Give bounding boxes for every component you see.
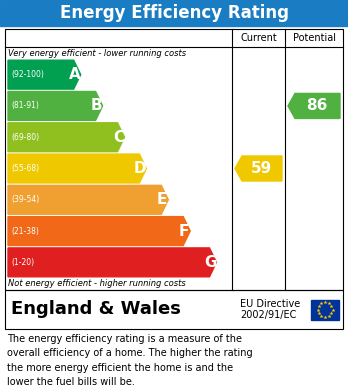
Text: B: B (91, 99, 102, 113)
Text: England & Wales: England & Wales (11, 301, 181, 319)
Text: 59: 59 (251, 161, 272, 176)
Polygon shape (8, 185, 168, 214)
Text: E: E (157, 192, 167, 207)
Text: (92-100): (92-100) (11, 70, 44, 79)
Text: (21-38): (21-38) (11, 226, 39, 235)
Bar (5, 29, 343, 290)
Text: C: C (113, 130, 124, 145)
Text: Energy Efficiency Rating: Energy Efficiency Rating (60, 4, 288, 22)
Polygon shape (288, 93, 340, 118)
Polygon shape (235, 156, 282, 181)
Bar (311, 300, 339, 319)
Text: Current: Current (240, 33, 277, 43)
Polygon shape (8, 91, 103, 120)
Text: Potential: Potential (293, 33, 335, 43)
Polygon shape (8, 60, 81, 89)
Polygon shape (8, 123, 125, 152)
Text: The energy efficiency rating is a measure of the
overall efficiency of a home. T: The energy efficiency rating is a measur… (7, 334, 253, 387)
Text: (81-91): (81-91) (11, 101, 39, 110)
Text: (1-20): (1-20) (11, 258, 34, 267)
Text: EU Directive
2002/91/EC: EU Directive 2002/91/EC (240, 299, 300, 320)
Polygon shape (8, 154, 147, 183)
Text: Very energy efficient - lower running costs: Very energy efficient - lower running co… (8, 50, 186, 59)
Bar (5, 290, 343, 329)
Text: D: D (134, 161, 147, 176)
Text: G: G (204, 255, 217, 270)
Text: 86: 86 (306, 99, 328, 113)
Text: (69-80): (69-80) (11, 133, 39, 142)
Text: A: A (69, 67, 81, 82)
Text: (39-54): (39-54) (11, 195, 39, 204)
Text: Not energy efficient - higher running costs: Not energy efficient - higher running co… (8, 278, 186, 287)
Polygon shape (8, 248, 216, 277)
Polygon shape (8, 217, 190, 246)
Bar (0, 0, 348, 26)
Text: (55-68): (55-68) (11, 164, 39, 173)
Text: F: F (179, 224, 189, 239)
